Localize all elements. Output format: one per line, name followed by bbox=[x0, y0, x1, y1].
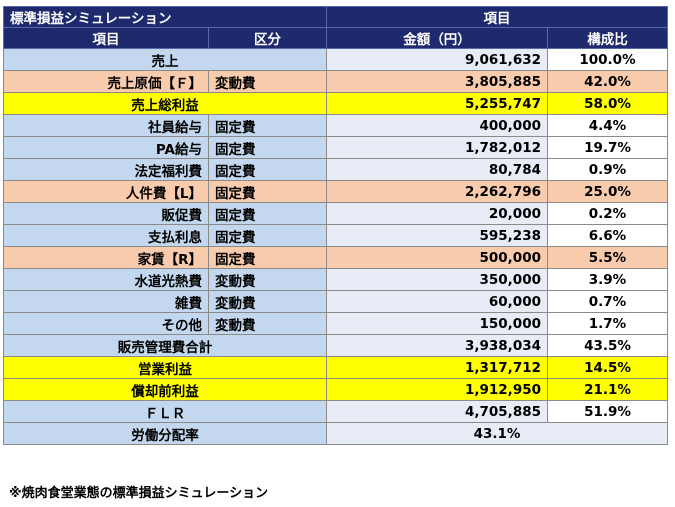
row-ratio: 4.4% bbox=[547, 114, 668, 137]
row-category: 固定費 bbox=[208, 180, 327, 203]
table-row: 償却前利益 1,912,950 21.1% bbox=[3, 378, 668, 401]
row-amount: 80,784 bbox=[326, 158, 548, 181]
table-row: 社員給与 固定費 400,000 4.4% bbox=[3, 114, 668, 137]
row-amount: 3,938,034 bbox=[326, 334, 548, 357]
row-ratio: 100.0% bbox=[547, 48, 668, 71]
table-row: 販促費 固定費 20,000 0.2% bbox=[3, 202, 668, 225]
row-ratio: 25.0% bbox=[547, 180, 668, 203]
row-ratio: 1.7% bbox=[547, 312, 668, 335]
row-item: 売上総利益 bbox=[3, 92, 327, 115]
col-header-category: 区分 bbox=[208, 27, 327, 49]
table-row: ＦＬＲ 4,705,885 51.9% bbox=[3, 400, 668, 423]
row-category: 変動費 bbox=[208, 268, 327, 291]
row-amount: 3,805,885 bbox=[326, 70, 548, 93]
row-category: 変動費 bbox=[208, 290, 327, 313]
table-row: 労働分配率 43.1% bbox=[3, 422, 668, 445]
row-item: 法定福利費 bbox=[3, 158, 209, 181]
row-ratio: 0.2% bbox=[547, 202, 668, 225]
row-ratio: 5.5% bbox=[547, 246, 668, 269]
row-amount: 400,000 bbox=[326, 114, 548, 137]
row-item: 雑費 bbox=[3, 290, 209, 313]
table-row: 家賃【R】 固定費 500,000 5.5% bbox=[3, 246, 668, 269]
row-category: 固定費 bbox=[208, 224, 327, 247]
row-amount: 5,255,747 bbox=[326, 92, 548, 115]
row-item: 売上 bbox=[3, 48, 327, 71]
table-row: その他 変動費 150,000 1.7% bbox=[3, 312, 668, 335]
row-item: 人件費【L】 bbox=[3, 180, 209, 203]
column-header-row: 項目 区分 金額（円） 構成比 bbox=[3, 27, 668, 49]
profit-loss-table: 標準損益シミュレーション 項目 項目 区分 金額（円） 構成比 売上 9,061… bbox=[3, 6, 668, 445]
row-item: 水道光熱費 bbox=[3, 268, 209, 291]
table-row: PA給与 固定費 1,782,012 19.7% bbox=[3, 136, 668, 159]
row-ratio: 14.5% bbox=[547, 356, 668, 379]
row-amount: 2,262,796 bbox=[326, 180, 548, 203]
table-row: 雑費 変動費 60,000 0.7% bbox=[3, 290, 668, 313]
row-item: 償却前利益 bbox=[3, 378, 327, 401]
table-row: 法定福利費 固定費 80,784 0.9% bbox=[3, 158, 668, 181]
table-row: 売上原価【Ｆ】 変動費 3,805,885 42.0% bbox=[3, 70, 668, 93]
table-title: 標準損益シミュレーション bbox=[3, 6, 327, 28]
row-amount: 4,705,885 bbox=[326, 400, 548, 423]
row-merged-value: 43.1% bbox=[326, 422, 668, 445]
col-header-amount: 金額（円） bbox=[326, 27, 548, 49]
table-row: 売上総利益 5,255,747 58.0% bbox=[3, 92, 668, 115]
row-item: 販売管理費合計 bbox=[3, 334, 327, 357]
profit-loss-sheet: 標準損益シミュレーション 項目 項目 区分 金額（円） 構成比 売上 9,061… bbox=[3, 6, 668, 445]
row-item: 売上原価【Ｆ】 bbox=[3, 70, 209, 93]
row-ratio: 21.1% bbox=[547, 378, 668, 401]
row-category: 固定費 bbox=[208, 158, 327, 181]
row-item: ＦＬＲ bbox=[3, 400, 327, 423]
row-ratio: 19.7% bbox=[547, 136, 668, 159]
row-ratio: 42.0% bbox=[547, 70, 668, 93]
row-amount: 500,000 bbox=[326, 246, 548, 269]
row-ratio: 0.9% bbox=[547, 158, 668, 181]
table-row: 水道光熱費 変動費 350,000 3.9% bbox=[3, 268, 668, 291]
row-item: 営業利益 bbox=[3, 356, 327, 379]
table-row: 人件費【L】 固定費 2,262,796 25.0% bbox=[3, 180, 668, 203]
row-ratio: 43.5% bbox=[547, 334, 668, 357]
row-ratio: 0.7% bbox=[547, 290, 668, 313]
row-category: 固定費 bbox=[208, 246, 327, 269]
row-item: 労働分配率 bbox=[3, 422, 327, 445]
row-ratio: 51.9% bbox=[547, 400, 668, 423]
row-category: 固定費 bbox=[208, 202, 327, 225]
row-category: 固定費 bbox=[208, 114, 327, 137]
row-item: PA給与 bbox=[3, 136, 209, 159]
row-amount: 595,238 bbox=[326, 224, 548, 247]
row-amount: 1,782,012 bbox=[326, 136, 548, 159]
table-row: 売上 9,061,632 100.0% bbox=[3, 48, 668, 71]
col-header-ratio: 構成比 bbox=[547, 27, 668, 49]
row-amount: 150,000 bbox=[326, 312, 548, 335]
row-amount: 20,000 bbox=[326, 202, 548, 225]
col-header-item: 項目 bbox=[3, 27, 209, 49]
row-amount: 1,912,950 bbox=[326, 378, 548, 401]
row-ratio: 6.6% bbox=[547, 224, 668, 247]
row-item: 家賃【R】 bbox=[3, 246, 209, 269]
row-category: 変動費 bbox=[208, 312, 327, 335]
row-amount: 350,000 bbox=[326, 268, 548, 291]
row-ratio: 58.0% bbox=[547, 92, 668, 115]
title-row: 標準損益シミュレーション 項目 bbox=[3, 6, 668, 28]
row-item: 社員給与 bbox=[3, 114, 209, 137]
row-amount: 1,317,712 bbox=[326, 356, 548, 379]
row-ratio: 3.9% bbox=[547, 268, 668, 291]
row-item: 販促費 bbox=[3, 202, 209, 225]
table-row: 支払利息 固定費 595,238 6.6% bbox=[3, 224, 668, 247]
row-amount: 60,000 bbox=[326, 290, 548, 313]
row-item: その他 bbox=[3, 312, 209, 335]
footnote: ※焼肉食堂業態の標準損益シミュレーション bbox=[9, 486, 269, 501]
row-category: 固定費 bbox=[208, 136, 327, 159]
item-group-header: 項目 bbox=[326, 6, 668, 28]
row-category: 変動費 bbox=[208, 70, 327, 93]
table-row: 販売管理費合計 3,938,034 43.5% bbox=[3, 334, 668, 357]
row-amount: 9,061,632 bbox=[326, 48, 548, 71]
row-item: 支払利息 bbox=[3, 224, 209, 247]
table-row: 営業利益 1,317,712 14.5% bbox=[3, 356, 668, 379]
